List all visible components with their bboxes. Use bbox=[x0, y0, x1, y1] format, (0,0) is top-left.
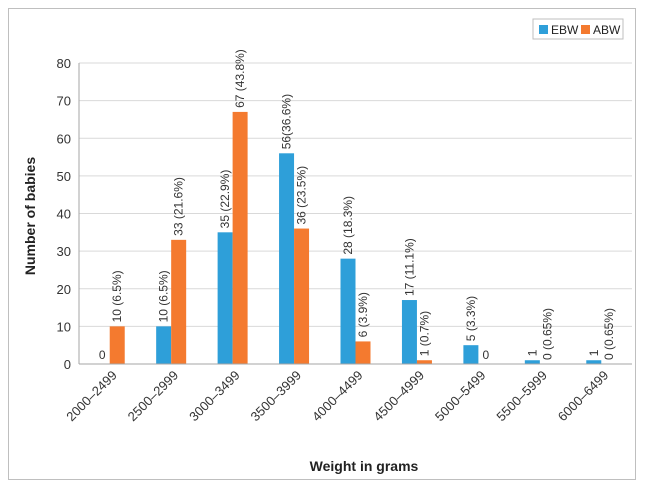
data-label: 10 (6.5%) bbox=[157, 270, 171, 322]
legend-box bbox=[532, 18, 624, 40]
bar-ebw bbox=[586, 360, 602, 364]
data-label: 0 (0.65%) bbox=[602, 308, 616, 360]
data-label: 0 bbox=[483, 348, 490, 362]
x-tick-label: 3000–3499 bbox=[186, 368, 243, 425]
bar-ebw bbox=[279, 153, 295, 364]
data-label: 56(36.6%) bbox=[280, 94, 294, 149]
x-tick-label: 3500–3999 bbox=[248, 368, 305, 425]
data-label: 17 (11.1%) bbox=[402, 238, 416, 296]
bar-abw bbox=[232, 111, 248, 364]
y-tick-label: 30 bbox=[57, 244, 71, 259]
x-tick-label: 5500–5999 bbox=[493, 368, 550, 425]
bar-chart: 0 10 (6.5%) 10 (6.5%) 33 (21.6%) 35 (22.9%) 6… bbox=[22, 18, 632, 474]
bar-ebw bbox=[156, 326, 172, 364]
bar-abw bbox=[416, 360, 432, 364]
data-label: 33 (21.6%) bbox=[172, 177, 186, 236]
bar-ebw bbox=[401, 300, 417, 364]
bar-abw bbox=[355, 341, 371, 364]
x-tick-label: 2000–2499 bbox=[63, 368, 120, 425]
bar-ebw bbox=[340, 258, 356, 364]
data-label: 10 (6.5%) bbox=[110, 270, 124, 322]
x-tick-label: 4000–4499 bbox=[309, 368, 366, 425]
bar-ebw bbox=[524, 360, 540, 364]
y-tick-label: 80 bbox=[57, 56, 71, 71]
y-tick-label: 10 bbox=[57, 319, 71, 334]
data-label: 6 (3.9%) bbox=[356, 292, 370, 337]
data-label: 1 bbox=[587, 349, 601, 356]
y-axis-title: Number of babies bbox=[22, 157, 38, 275]
y-tick-label: 70 bbox=[57, 94, 71, 109]
x-tick-label: 2500–2999 bbox=[125, 368, 182, 425]
bar-ebw bbox=[463, 345, 479, 364]
bars bbox=[109, 111, 602, 364]
data-label: 35 (22.9%) bbox=[218, 170, 232, 229]
legend-label: EBW bbox=[551, 23, 579, 37]
data-label: 0 bbox=[99, 348, 106, 362]
x-tick-label: 6000–6499 bbox=[555, 368, 612, 425]
data-labels: 0 10 (6.5%) 10 (6.5%) 33 (21.6%) 35 (22.9%) 6… bbox=[99, 49, 616, 362]
x-tick-label: 5000–5499 bbox=[432, 368, 489, 425]
data-label: 36 (23.5%) bbox=[295, 166, 309, 225]
x-tick-label: 4500–4999 bbox=[370, 368, 427, 425]
data-label: 0 (0.65%) bbox=[540, 308, 554, 360]
data-label: 1 (0.7%) bbox=[417, 311, 431, 356]
y-tick-label: 20 bbox=[57, 282, 71, 297]
data-label: 5 (3.3%) bbox=[464, 296, 478, 341]
y-tick-label: 40 bbox=[57, 207, 71, 222]
legend-label: ABW bbox=[593, 23, 621, 37]
legend-swatch-abw bbox=[581, 25, 590, 34]
data-label: 28 (18.3%) bbox=[341, 196, 355, 255]
bar-abw bbox=[109, 326, 125, 364]
x-axis-title: Weight in grams bbox=[310, 458, 419, 474]
legend-swatch-ebw bbox=[539, 25, 548, 34]
data-label: 67 (43.8%) bbox=[233, 49, 247, 108]
chart-frame: 0 10 (6.5%) 10 (6.5%) 33 (21.6%) 35 (22.9%) 6… bbox=[8, 8, 636, 480]
y-tick-label: 60 bbox=[57, 131, 71, 146]
bar-abw bbox=[171, 239, 187, 364]
bar-ebw bbox=[217, 232, 233, 364]
y-tick-label: 0 bbox=[64, 357, 71, 372]
bar-abw bbox=[294, 228, 310, 364]
data-label: 1 bbox=[525, 349, 539, 356]
legend: EBW ABW bbox=[532, 18, 624, 40]
y-tick-label: 50 bbox=[57, 169, 71, 184]
